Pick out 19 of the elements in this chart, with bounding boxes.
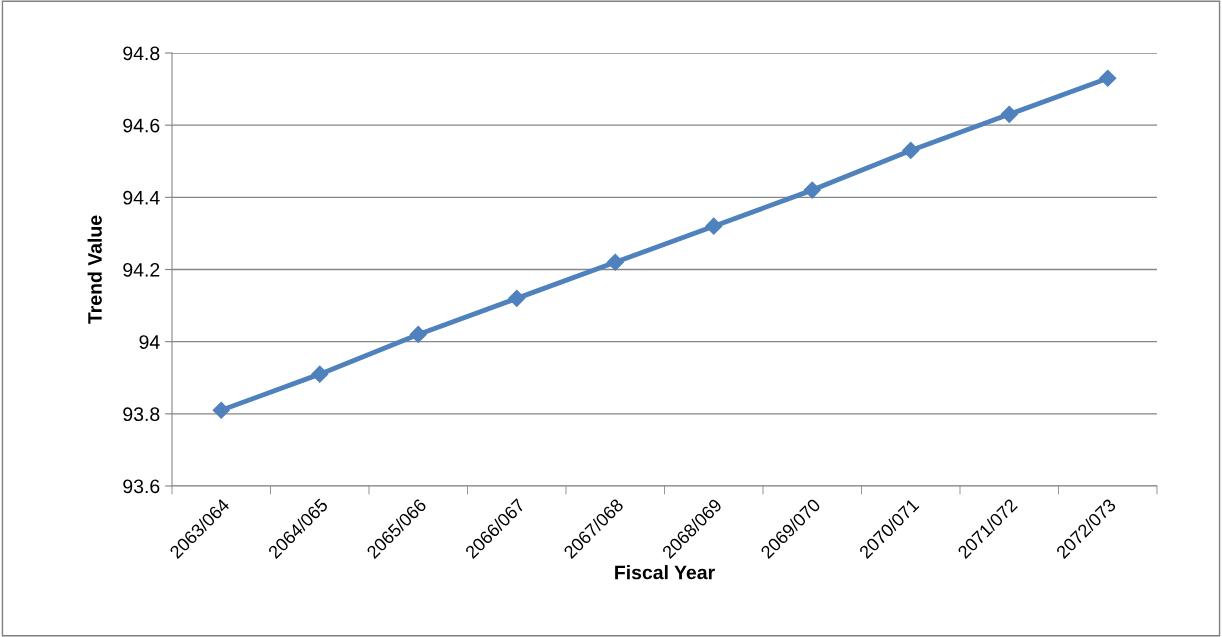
point <box>1000 105 1018 123</box>
y-tick-label: 94.2 <box>123 262 160 277</box>
y-tick-label: 94.6 <box>123 118 160 133</box>
y-tick-label: 93.6 <box>123 479 160 494</box>
point <box>1099 69 1117 87</box>
point <box>705 217 723 235</box>
x-axis-title: Fiscal Year <box>615 565 715 580</box>
y-axis-title: Trend Value <box>87 215 102 324</box>
point <box>212 401 230 419</box>
y-tick-label: 94.8 <box>123 46 160 61</box>
point <box>508 289 526 307</box>
point <box>606 253 624 271</box>
point <box>902 141 920 159</box>
point <box>311 365 329 383</box>
y-tick-label: 94 <box>139 335 160 349</box>
y-tick-label: 94.4 <box>123 190 160 205</box>
point <box>409 325 427 344</box>
point <box>803 181 821 199</box>
y-tick-label: 93.8 <box>123 407 160 422</box>
